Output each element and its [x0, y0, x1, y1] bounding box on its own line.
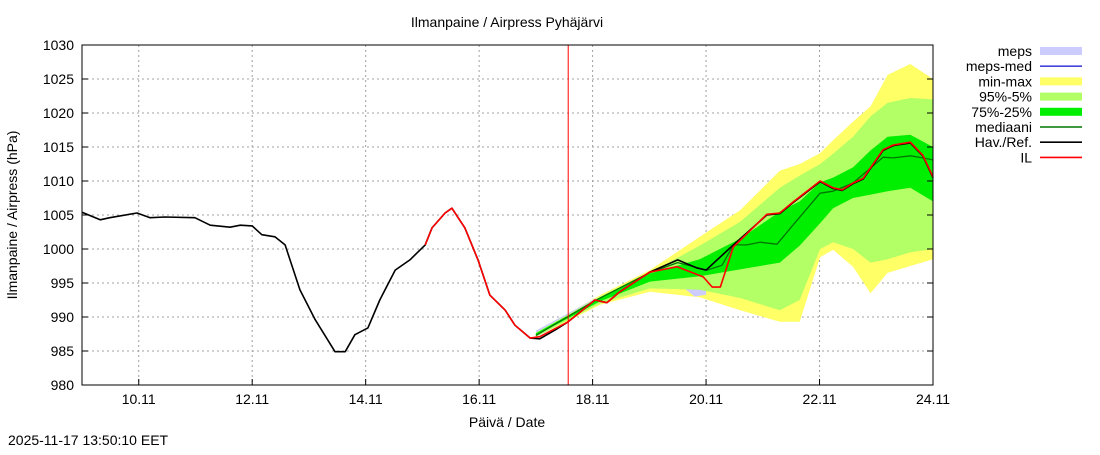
y-tick-label: 1000 [43, 241, 74, 257]
x-tick-label: 14.11 [349, 391, 383, 407]
p75-25-band [535, 134, 933, 336]
legend-label-median: mediaani [975, 119, 1032, 135]
legend-label-il: IL [1020, 149, 1032, 165]
y-tick-label: 1025 [43, 71, 74, 87]
y-tick-label: 980 [51, 377, 75, 393]
legend: mepsmeps-medmin-max95%-5%75%-25%mediaani… [966, 43, 1082, 165]
y-tick-label: 1005 [43, 207, 74, 223]
x-axis-label: Päivä / Date [469, 414, 545, 430]
lines [81, 45, 934, 385]
y-tick-label: 1015 [43, 139, 74, 155]
legend-label-p95_5: 95%-5% [979, 89, 1032, 105]
legend-swatch-minmax [1040, 77, 1082, 86]
y-tick-label: 1030 [43, 37, 74, 53]
x-tick-label: 24.11 [916, 391, 950, 407]
y-tick-label: 990 [51, 309, 75, 325]
legend-label-ref: Hav./Ref. [975, 134, 1032, 150]
timestamp: 2025-11-17 13:50:10 EET [8, 432, 169, 448]
bands [535, 64, 933, 338]
legend-swatch-p75_25 [1040, 107, 1082, 116]
legend-swatch-meps [1040, 47, 1082, 55]
il-line [424, 141, 934, 339]
chart-title: Ilmanpaine / Airpress Pyhäjärvi [411, 14, 603, 30]
median-line [535, 155, 934, 336]
x-tick-label: 18.11 [576, 391, 610, 407]
y-tick-label: 985 [51, 343, 75, 359]
legend-swatch-p95_5 [1040, 92, 1082, 101]
grid [82, 45, 933, 385]
x-tick-label: 12.11 [235, 391, 269, 407]
ticks: 980 985 990 995 1000 1005 1010 1015 1020 1025 1030… [43, 37, 950, 407]
y-tick-label: 1010 [43, 173, 74, 189]
legend-label-meps: meps [998, 43, 1032, 59]
legend-label-p75_25: 75%-25% [971, 104, 1032, 120]
y-tick-label: 1020 [43, 105, 74, 121]
x-tick-label: 16.11 [462, 391, 496, 407]
legend-label-meps_med: meps-med [966, 58, 1032, 74]
y-axis-label: Ilmanpaine / Airpress (hPa) [4, 131, 20, 300]
x-tick-label: 22.11 [803, 391, 837, 407]
p95-5-band [535, 98, 933, 337]
x-tick-label: 10.11 [122, 391, 156, 407]
y-tick-label: 995 [51, 275, 75, 291]
x-tick-label: 20.11 [689, 391, 723, 407]
legend-label-minmax: min-max [978, 73, 1032, 89]
